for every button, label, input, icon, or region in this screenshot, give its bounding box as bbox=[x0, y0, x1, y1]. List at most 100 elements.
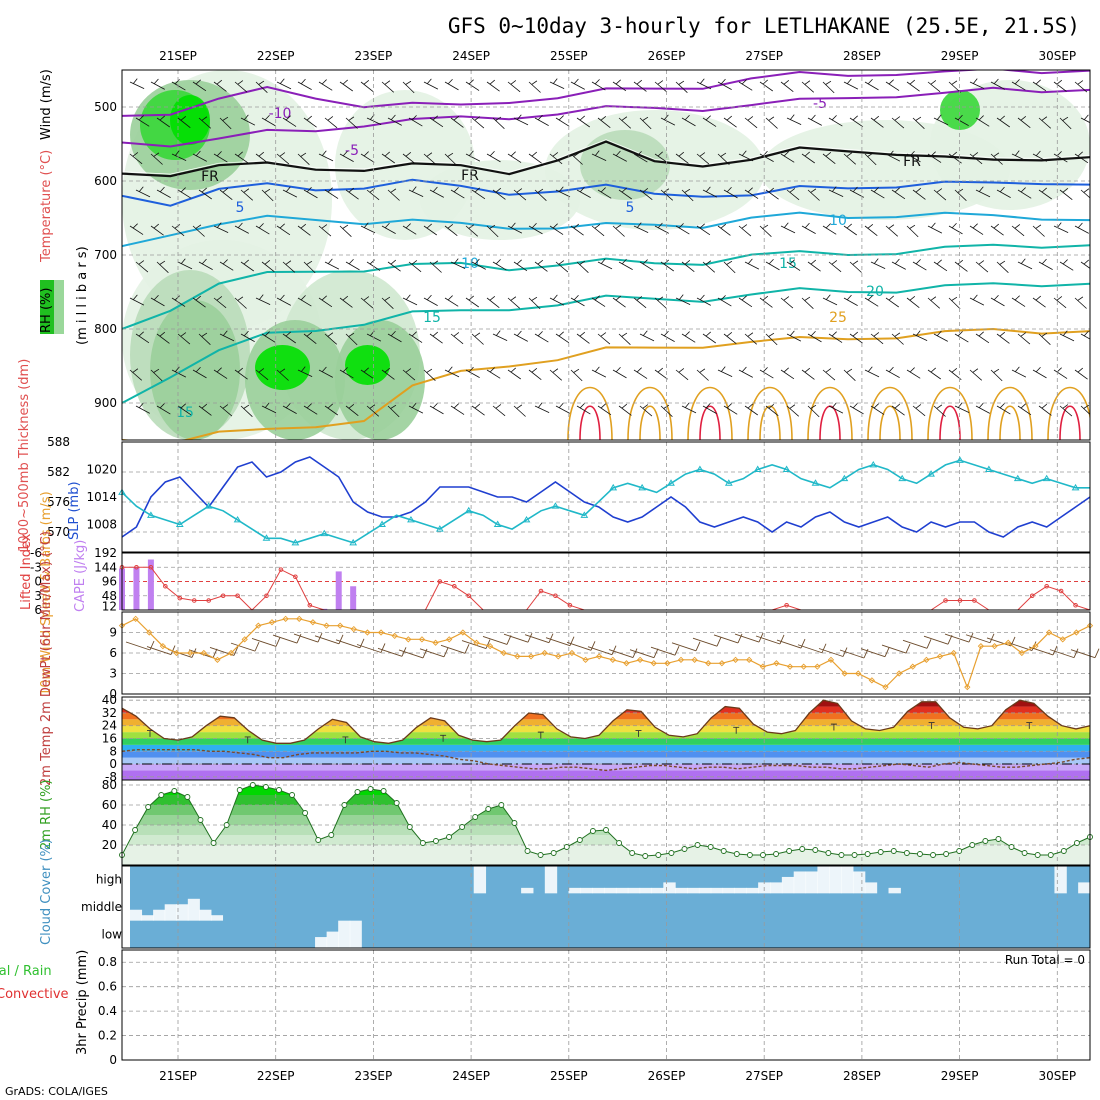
wind-barb bbox=[660, 330, 675, 342]
wind-barb bbox=[387, 330, 402, 343]
wind-barb bbox=[486, 150, 501, 163]
wind-speed-point bbox=[664, 660, 671, 667]
wind-barb bbox=[1053, 296, 1067, 309]
wind-barb bbox=[549, 78, 565, 90]
slp-marker bbox=[551, 502, 560, 509]
wind-barb bbox=[534, 114, 549, 126]
wind-barb bbox=[765, 332, 778, 346]
ylabel-lifted-index: Lifted Index bbox=[19, 533, 34, 610]
bottom-date-label: 26SEP bbox=[648, 1069, 686, 1083]
rh-shade-cell bbox=[150, 300, 240, 440]
wind-barb bbox=[177, 258, 193, 270]
surface-wind-barb bbox=[1049, 648, 1079, 659]
wind-barb bbox=[744, 258, 760, 270]
slp-marker bbox=[522, 515, 531, 523]
wind-speed-point bbox=[964, 684, 971, 691]
minmax-whisker bbox=[440, 734, 447, 742]
wind-barb bbox=[717, 295, 732, 307]
rh2m-point bbox=[943, 851, 950, 857]
wind-barb bbox=[423, 78, 439, 90]
slp-marker bbox=[667, 479, 675, 486]
minmax-whisker bbox=[244, 736, 251, 744]
rh2m-point bbox=[236, 787, 243, 793]
cloud-cell bbox=[710, 887, 724, 894]
warm-cell-inner bbox=[999, 405, 1021, 440]
rh2m-point bbox=[1060, 848, 1067, 854]
wind-barb bbox=[261, 331, 276, 343]
wind-barb bbox=[156, 403, 171, 415]
rh2m-point bbox=[851, 852, 858, 858]
lifted-index-point bbox=[784, 602, 789, 608]
wind-barb bbox=[150, 368, 163, 382]
wind-barb bbox=[702, 331, 716, 344]
isotherm-line bbox=[122, 70, 1090, 117]
wind-barb bbox=[1080, 114, 1090, 126]
wind-barb bbox=[282, 331, 296, 344]
wind-barb bbox=[969, 294, 985, 306]
slp-marker bbox=[869, 460, 878, 468]
wind-barb bbox=[759, 367, 774, 379]
cloud-cell bbox=[580, 887, 593, 894]
wind-barb bbox=[570, 152, 583, 165]
rh2m-point bbox=[328, 832, 335, 838]
wind-barb bbox=[198, 332, 211, 345]
wind-speed-point bbox=[691, 656, 698, 663]
wind-barb bbox=[786, 114, 802, 126]
wind-barb bbox=[996, 186, 1011, 198]
wind-barb bbox=[927, 222, 943, 234]
wind-barb bbox=[450, 332, 464, 345]
wind-barb bbox=[345, 404, 359, 416]
surface-wind-barb bbox=[1007, 641, 1037, 651]
cape-bar bbox=[335, 571, 342, 610]
wind-barb bbox=[1080, 259, 1090, 272]
wind-barb bbox=[828, 331, 843, 343]
wind-barb bbox=[933, 404, 946, 417]
wind-barb bbox=[213, 367, 228, 379]
rh2m-point bbox=[132, 827, 139, 833]
wind-barb bbox=[822, 152, 836, 164]
wind-barb bbox=[282, 402, 297, 414]
rh2m-point bbox=[393, 800, 400, 806]
wind-barb bbox=[639, 188, 653, 200]
wind-barb bbox=[597, 116, 611, 128]
wind-barb bbox=[1074, 80, 1088, 93]
wind-barb bbox=[1080, 188, 1090, 201]
wind-barb bbox=[597, 332, 611, 345]
wind-barb bbox=[465, 150, 481, 162]
wind-barb bbox=[828, 186, 844, 198]
warm-cell-outer bbox=[627, 386, 673, 440]
surface-wind-barb bbox=[671, 641, 701, 652]
wind-barb bbox=[990, 223, 1004, 236]
rh2m-point bbox=[550, 850, 557, 856]
footer-credit: GrADS: COLA/IGES bbox=[5, 1085, 108, 1098]
wind-speed-point bbox=[855, 670, 862, 677]
wind-barb bbox=[885, 366, 900, 378]
rh2m-point bbox=[746, 852, 753, 858]
cloud-cell bbox=[770, 882, 783, 894]
wind-barb bbox=[513, 404, 526, 417]
rh2m-point bbox=[197, 817, 204, 823]
surface-wind-barb bbox=[797, 643, 827, 654]
precip-axis: 0 0.2 0.4 0.6 0.8 bbox=[98, 955, 117, 1067]
top-date-label: 28SEP bbox=[843, 49, 881, 63]
rh2m-tick-label: 80 bbox=[102, 778, 117, 792]
wind-barb bbox=[324, 258, 340, 270]
rh2m-point bbox=[367, 786, 374, 792]
cloud-cell bbox=[141, 915, 154, 921]
rh2m-point bbox=[995, 836, 1002, 842]
wind-barb bbox=[219, 259, 234, 271]
rh2m-point bbox=[485, 806, 492, 812]
wind-barb bbox=[1074, 222, 1089, 234]
rh2m-point bbox=[576, 837, 583, 843]
warm-cell-outer bbox=[867, 386, 913, 440]
bottom-date-label: 28SEP bbox=[843, 1069, 881, 1083]
wind-barb bbox=[1038, 187, 1052, 200]
wind-barb bbox=[912, 259, 927, 271]
wind-barb bbox=[969, 152, 983, 165]
cloud-cell bbox=[805, 871, 818, 894]
cape-tick-label: 144 bbox=[94, 560, 117, 574]
rh2m-point bbox=[354, 789, 361, 795]
warm-cell-outer bbox=[687, 386, 733, 440]
wind-barb bbox=[297, 78, 312, 90]
isotherm-label: 25 bbox=[829, 310, 847, 326]
